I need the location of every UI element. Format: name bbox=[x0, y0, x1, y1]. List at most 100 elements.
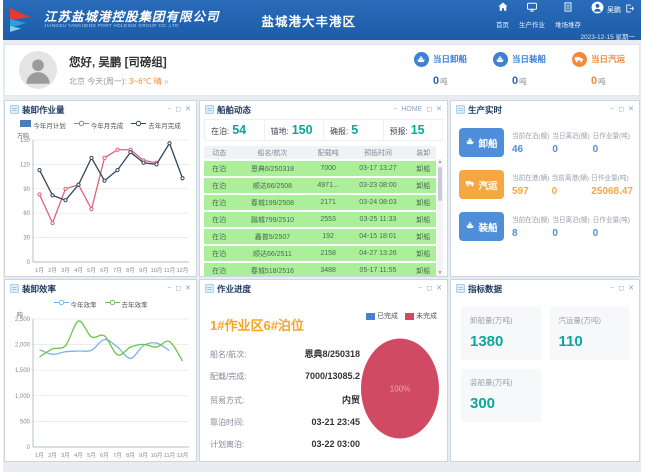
table-cell: 卸船 bbox=[410, 178, 436, 193]
table-row[interactable]: 在泊 春城199/2508 2171 03-24 08:03 卸船 bbox=[204, 195, 436, 210]
job-field-value: 恩典8/250318 bbox=[304, 349, 360, 359]
panel-controls: − ◻ ✕ bbox=[167, 106, 191, 113]
maximize-button[interactable]: ◻ bbox=[426, 285, 433, 292]
legend-item-已完成[interactable]: 已完成 bbox=[366, 311, 398, 321]
close-button[interactable]: ✕ bbox=[436, 106, 442, 113]
panel-handling-volume: 装卸作业量 − ◻ ✕ 今年月计划 今年月完成 去年月完成 0 30 60 90 120 150 万… bbox=[4, 100, 197, 277]
svg-text:6月: 6月 bbox=[100, 267, 109, 274]
weather-more-icon[interactable]: » bbox=[164, 76, 169, 86]
svg-text:2,500: 2,500 bbox=[15, 317, 31, 323]
svg-text:150: 150 bbox=[20, 138, 31, 144]
minimize-button[interactable]: − bbox=[610, 285, 615, 292]
day-stat-unit: 吨 bbox=[598, 76, 606, 86]
production-stat-value: 0 bbox=[592, 144, 599, 155]
close-button[interactable]: ✕ bbox=[436, 285, 442, 292]
avatar bbox=[19, 51, 57, 89]
panel-targets: 指标数据 − ◻ ✕ 卸船量(万吨) 1380 汽运量(万吨) 110 装船量(万吨) 300 bbox=[450, 279, 640, 462]
table-row[interactable]: 在泊 恩典6/250318 7000 03-17 13:27 卸船 bbox=[204, 161, 436, 176]
day-stat-value-row: 0吨 bbox=[591, 71, 606, 89]
table-row[interactable]: 在泊 鑫普5/2507 192 04-15 18:01 卸船 bbox=[204, 229, 436, 244]
legend-item-去年月完成[interactable]: 去年月完成 bbox=[131, 120, 181, 130]
ship-summary-cell: 确报: 5 bbox=[324, 120, 384, 140]
close-button[interactable]: ✕ bbox=[628, 285, 634, 292]
target-card-label: 卸船量(万吨) bbox=[470, 316, 513, 325]
ship-icon bbox=[492, 51, 508, 67]
svg-text:9月: 9月 bbox=[139, 267, 148, 274]
minimize-button[interactable]: − bbox=[167, 285, 172, 292]
production-row-卸船: 卸船 当前在泊(艘) 46 当日离泊(艘) 0 日作业量(吨) 0 bbox=[459, 128, 633, 157]
production-stat-value: 0 bbox=[551, 186, 558, 197]
production-stat-value: 597 bbox=[512, 186, 529, 197]
table-row[interactable]: 在泊 顺达66/2511 2158 04-27 13:26 卸船 bbox=[204, 246, 436, 261]
ship-table-scrollbar[interactable]: ▲ ▼ bbox=[437, 159, 443, 276]
maximize-button[interactable]: ◻ bbox=[175, 106, 182, 113]
table-row[interactable]: 在泊 顺达66/2508 4971... 03-23 08:00 卸船 bbox=[204, 178, 436, 193]
production-stat: 日作业量(吨) 0 bbox=[593, 214, 633, 239]
user-bar: 您好, 吴鹏 [司磅组] 北京 今天(周一): 3~6℃ 晴 » 当日卸船 0吨当… bbox=[4, 44, 640, 96]
nav-item-首页[interactable]: 首页 bbox=[496, 0, 509, 29]
table-cell: 卸船 bbox=[410, 195, 436, 210]
table-cell: 在泊 bbox=[204, 212, 235, 227]
nav-item-堆场堆存[interactable]: 堆场堆存 bbox=[555, 0, 581, 29]
legend-swatch bbox=[131, 120, 147, 129]
legend-item-今年效率[interactable]: 今年效率 bbox=[53, 299, 97, 309]
logout-icon[interactable] bbox=[624, 1, 635, 19]
maximize-button[interactable]: ◻ bbox=[175, 285, 182, 292]
legend-swatch bbox=[73, 120, 89, 129]
page-title: 盐城港大丰港区 bbox=[261, 14, 357, 29]
svg-text:12月: 12月 bbox=[177, 267, 189, 274]
legend-item-今年月计划[interactable]: 今年月计划 bbox=[20, 120, 66, 130]
job-field-label: 配载/完成: bbox=[210, 372, 247, 381]
minimize-button[interactable]: − bbox=[393, 106, 398, 113]
production-stat-label: 当日离泊(艘) bbox=[552, 133, 590, 140]
day-stat-label: 当日装船 bbox=[511, 54, 546, 64]
汽运-button[interactable]: 汽运 bbox=[459, 170, 504, 199]
minimize-button[interactable]: − bbox=[610, 106, 615, 113]
header-user-cluster[interactable]: 吴鹏 bbox=[591, 0, 635, 19]
nav-item-label: 生产作业 bbox=[519, 21, 545, 29]
legend-label: 已完成 bbox=[377, 313, 398, 320]
table-cell: 恩典6/250318 bbox=[234, 161, 311, 176]
monitor-icon bbox=[526, 0, 538, 18]
scroll-up-icon[interactable]: ▲ bbox=[437, 159, 443, 165]
panel-efficiency-header: 装卸效率 − ◻ ✕ bbox=[5, 280, 196, 297]
target-card-value: 300 bbox=[470, 395, 496, 412]
table-cell: 在泊 bbox=[204, 178, 235, 193]
scrollbar-thumb[interactable] bbox=[438, 167, 442, 201]
nav-item-生产作业[interactable]: 生产作业 bbox=[519, 0, 545, 29]
scroll-down-icon[interactable]: ▼ bbox=[437, 270, 443, 276]
minimize-button[interactable]: − bbox=[418, 285, 423, 292]
production-stat: 当前在港(辆) 597 bbox=[512, 172, 552, 197]
target-card-汽运量(万吨): 汽运量(万吨) 110 bbox=[549, 307, 629, 360]
ship-summary: 在泊: 54 锚地: 150 确报: 5 预报: 15 bbox=[204, 119, 443, 141]
legend-item-去年效率[interactable]: 去年效率 bbox=[104, 299, 148, 309]
minimize-button[interactable]: − bbox=[167, 106, 172, 113]
svg-text:100%: 100% bbox=[389, 384, 409, 393]
close-button[interactable]: ✕ bbox=[628, 106, 634, 113]
maximize-button[interactable]: ◻ bbox=[618, 106, 625, 113]
panel-title: 装卸作业量 bbox=[22, 104, 65, 115]
legend-item-未完成[interactable]: 未完成 bbox=[405, 311, 437, 321]
home-button[interactable]: HOME bbox=[401, 106, 423, 113]
table-row[interactable]: 在泊 春城518/2516 3488 05-17 11:55 卸船 bbox=[204, 263, 436, 276]
ship-summary-cell: 预报: 15 bbox=[384, 120, 443, 140]
legend-swatch bbox=[366, 312, 375, 320]
table-cell: 卸船 bbox=[410, 229, 436, 244]
卸船-button[interactable]: 卸船 bbox=[459, 128, 504, 157]
close-button[interactable]: ✕ bbox=[185, 106, 191, 113]
ship-table-col-配载吨: 配载吨 bbox=[310, 146, 346, 159]
maximize-button[interactable]: ◻ bbox=[426, 106, 433, 113]
close-button[interactable]: ✕ bbox=[185, 285, 191, 292]
panel-icon bbox=[10, 101, 19, 119]
maximize-button[interactable]: ◻ bbox=[618, 285, 625, 292]
ship-table-col-预抵时间: 预抵时间 bbox=[345, 146, 411, 159]
legend-item-今年月完成[interactable]: 今年月完成 bbox=[73, 120, 123, 130]
production-stat: 当前离港(辆) 0 bbox=[552, 172, 592, 197]
table-row[interactable]: 在泊 融城799/2510 2553 03-25 11:33 卸船 bbox=[204, 212, 436, 227]
production-stat-value: 0 bbox=[592, 228, 599, 239]
day-stat-value-row: 0吨 bbox=[433, 71, 448, 89]
装船-button[interactable]: 装船 bbox=[459, 212, 504, 241]
panel-title: 生产实时 bbox=[468, 104, 503, 115]
panel-targets-header: 指标数据 − ◻ ✕ bbox=[451, 280, 639, 297]
weather-temp: 3~6℃ 晴 bbox=[129, 76, 162, 86]
